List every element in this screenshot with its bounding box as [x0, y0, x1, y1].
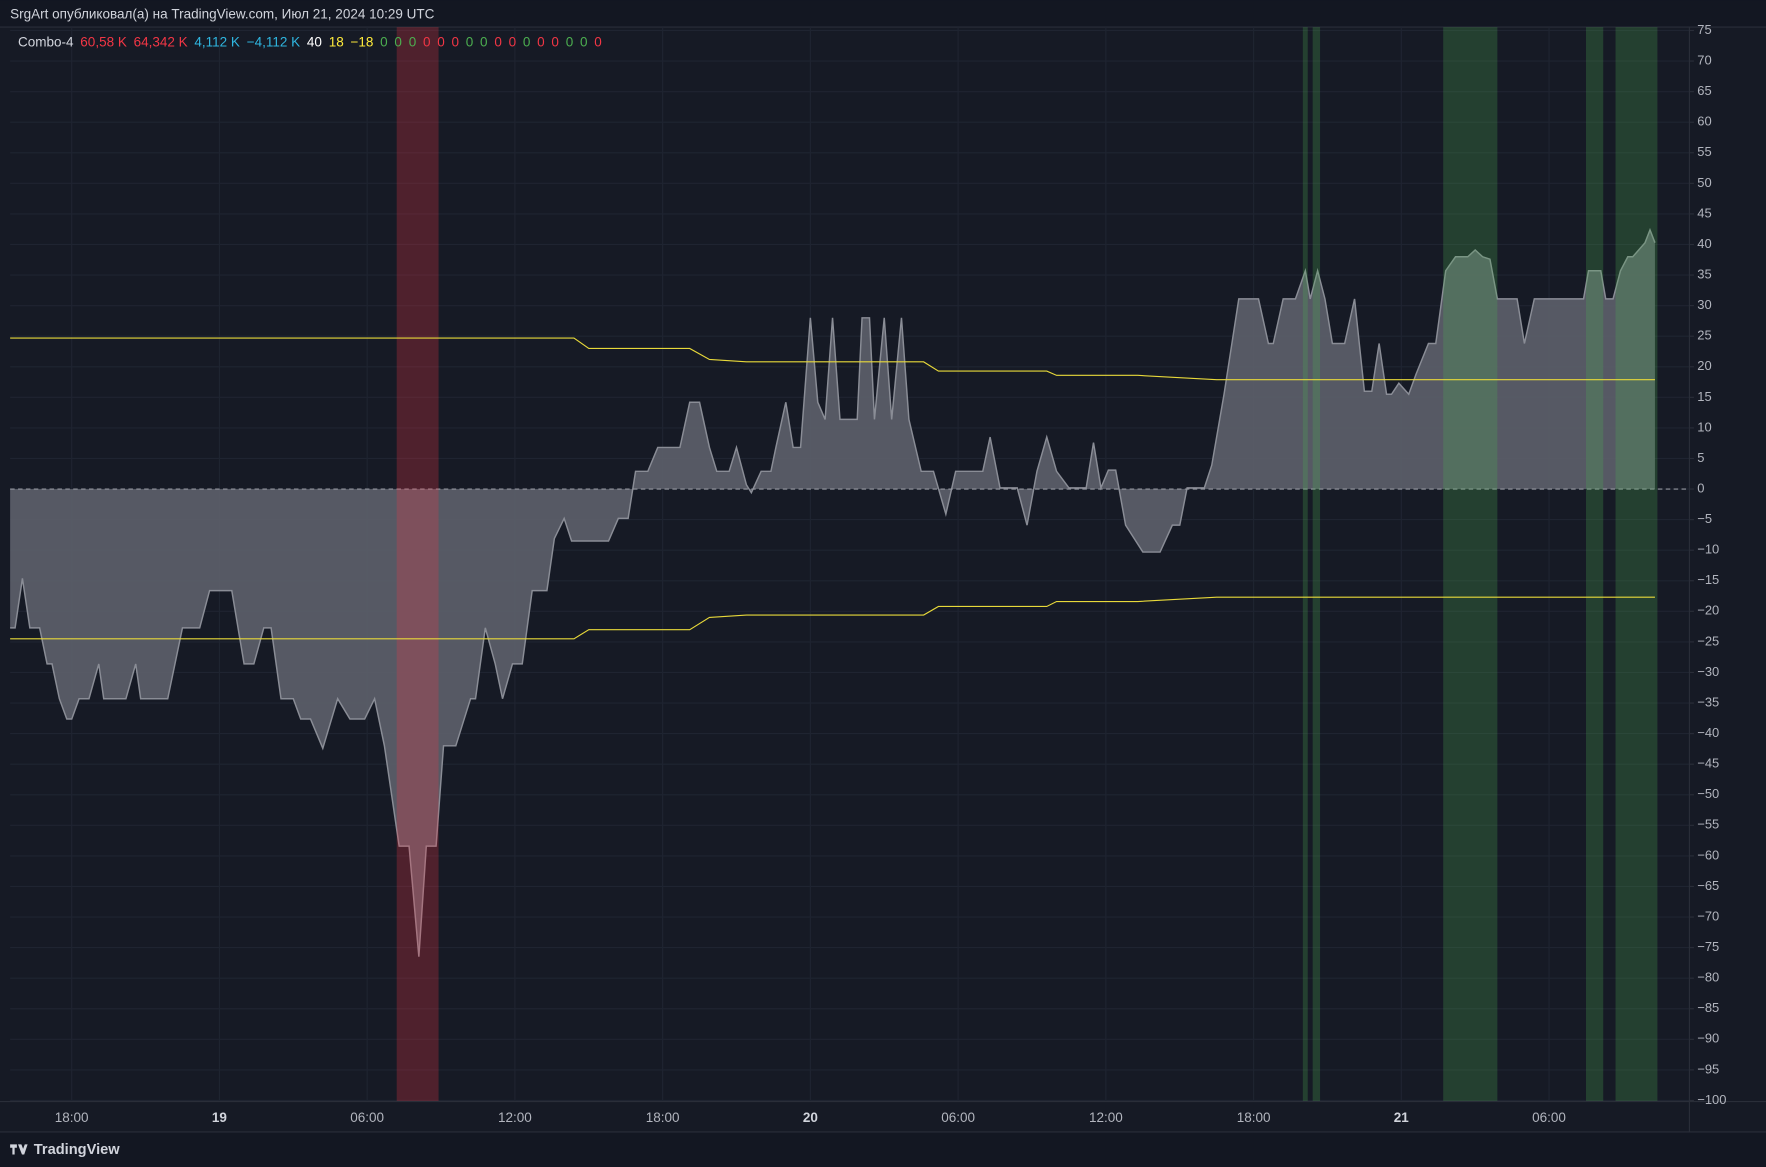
- y-tick-label: 25: [1697, 328, 1711, 343]
- threshold-line: [10, 596, 1655, 640]
- y-tick-label: −100: [1697, 1092, 1726, 1107]
- y-tick-label: 10: [1697, 419, 1711, 434]
- y-tick-label: 15: [1697, 389, 1711, 404]
- y-tick-label: −30: [1697, 664, 1719, 679]
- background-band: [1585, 27, 1604, 1102]
- footer-bar: [0, 1131, 1766, 1167]
- y-tick-label: 45: [1697, 205, 1711, 220]
- y-tick-label: 0: [1697, 480, 1704, 495]
- x-tick-label: 06:00: [1532, 1110, 1566, 1125]
- legend-value: 0: [380, 34, 388, 49]
- legend-value: 60,58 K: [80, 34, 127, 49]
- legend-value: 0: [566, 34, 574, 49]
- background-band: [1443, 27, 1498, 1102]
- y-tick-label: −10: [1697, 542, 1719, 557]
- legend-value: 0: [409, 34, 417, 49]
- threshold-line: [10, 337, 1655, 381]
- y-tick-label: −50: [1697, 786, 1719, 801]
- y-tick-label: −40: [1697, 725, 1719, 740]
- y-tick-label: 35: [1697, 266, 1711, 281]
- legend-value: 18: [329, 34, 344, 49]
- x-tick-label: 12:00: [1089, 1110, 1123, 1125]
- y-tick-label: −20: [1697, 603, 1719, 618]
- legend-value: 0: [437, 34, 445, 49]
- legend-value: 0: [423, 34, 431, 49]
- y-tick-label: 40: [1697, 236, 1711, 251]
- y-tick-label: 5: [1697, 450, 1704, 465]
- y-tick-label: −75: [1697, 939, 1719, 954]
- legend-value: −18: [350, 34, 373, 49]
- background-band: [396, 27, 439, 1102]
- legend-value: 0: [394, 34, 402, 49]
- y-tick-label: −70: [1697, 908, 1719, 923]
- y-tick-label: −90: [1697, 1031, 1719, 1046]
- y-tick-label: −65: [1697, 878, 1719, 893]
- x-tick-label: 20: [803, 1110, 818, 1125]
- y-tick-label: 75: [1697, 22, 1711, 37]
- legend-value: 0: [523, 34, 531, 49]
- y-tick-label: −35: [1697, 694, 1719, 709]
- legend-value: 0: [480, 34, 488, 49]
- header-bar: [0, 0, 1766, 28]
- x-axis: 18:00 19 06:00 12:00 18:00 20 06:00 12:00 18:00 2…: [55, 1110, 1566, 1125]
- y-tick-label: −25: [1697, 633, 1719, 648]
- y-tick-label: −55: [1697, 817, 1719, 832]
- legend-value: 0: [494, 34, 502, 49]
- legend-value: 40: [307, 34, 322, 49]
- footer-brand: TradingView: [34, 1142, 121, 1158]
- y-tick-label: −80: [1697, 970, 1719, 985]
- y-tick-label: 55: [1697, 144, 1711, 159]
- bands: [396, 27, 1658, 1102]
- y-tick-label: 30: [1697, 297, 1711, 312]
- x-tick-label: 06:00: [350, 1110, 384, 1125]
- legend-value: 4,112 K: [194, 34, 240, 49]
- y-tick-label: −60: [1697, 847, 1719, 862]
- y-tick-label: −85: [1697, 1000, 1719, 1015]
- x-tick-label: 06:00: [941, 1110, 975, 1125]
- x-tick-label: 18:00: [646, 1110, 680, 1125]
- x-tick-label: 18:00: [55, 1110, 89, 1125]
- legend-value: 0: [466, 34, 474, 49]
- y-tick-label: −95: [1697, 1061, 1719, 1076]
- legend-value: 0: [452, 34, 460, 49]
- x-tick-label: 18:00: [1237, 1110, 1271, 1125]
- y-tick-label: 60: [1697, 114, 1711, 129]
- y-tick-label: −15: [1697, 572, 1719, 587]
- legend-value: 0: [551, 34, 559, 49]
- y-tick-label: 50: [1697, 175, 1711, 190]
- logo-mark: [10, 1144, 28, 1155]
- legend-value: 64,342 K: [134, 34, 188, 49]
- brand-logo: [10, 1144, 28, 1155]
- background-band: [1615, 27, 1658, 1102]
- legend-value: 0: [537, 34, 545, 49]
- legend-name: Combo-4: [18, 34, 74, 49]
- plot: [10, 227, 1690, 957]
- background-band: [1312, 27, 1321, 1102]
- y-tick-label: −45: [1697, 756, 1719, 771]
- legend-value: 0: [509, 34, 517, 49]
- background-band: [1302, 27, 1308, 1102]
- y-axis: 757065605550454035302520151050−5−10−15−2…: [1689, 22, 1726, 1107]
- header-title: SrgArt опубликовал(а) на TradingView.com…: [10, 6, 434, 21]
- legend-value: 0: [594, 34, 602, 49]
- x-tick-label: 19: [212, 1110, 227, 1125]
- legend-value: 0: [580, 34, 588, 49]
- legend: Combo-4 60,58 K 64,342 K 4,112 K −4,112 K 40 1…: [18, 34, 602, 49]
- x-tick-label: 12:00: [498, 1110, 532, 1125]
- area-fill: [10, 229, 1655, 957]
- y-tick-label: 65: [1697, 83, 1711, 98]
- lines: [10, 337, 1655, 640]
- legend-value: −4,112 K: [247, 34, 300, 49]
- y-tick-label: −5: [1697, 511, 1712, 526]
- area-line: [10, 227, 1656, 957]
- x-tick-label: 21: [1394, 1110, 1410, 1125]
- y-tick-label: 20: [1697, 358, 1711, 373]
- y-tick-label: 70: [1697, 52, 1711, 67]
